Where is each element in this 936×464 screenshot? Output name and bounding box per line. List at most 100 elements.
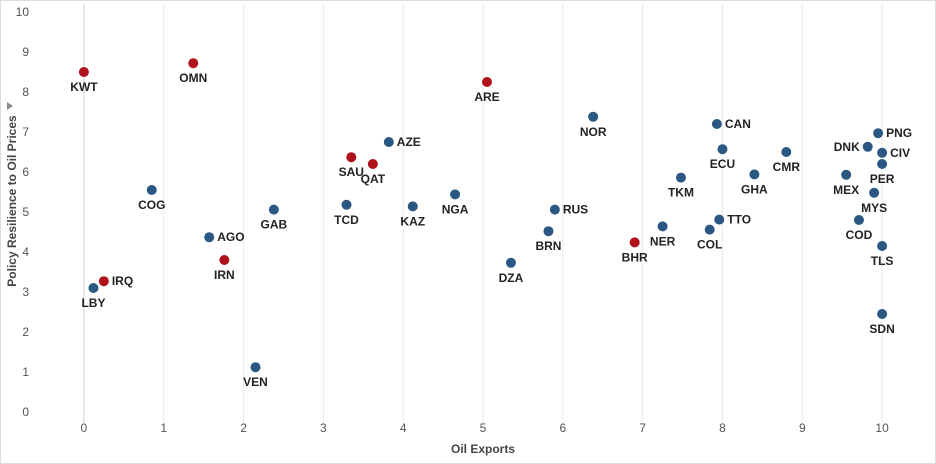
point-label: GHA [741,182,768,196]
data-point-cog[interactable]: COG [138,185,165,212]
point-marker[interactable] [877,241,888,251]
data-point-civ[interactable]: CIV [877,146,910,160]
data-point-ner[interactable]: NER [650,221,676,248]
point-marker[interactable] [629,237,640,248]
point-marker[interactable] [98,276,109,287]
point-label: CIV [890,146,910,160]
data-point-mys[interactable]: MYS [861,187,887,215]
data-point-ago[interactable]: AGO [204,230,245,244]
point-marker[interactable] [146,185,157,195]
data-point-gha[interactable]: GHA [741,169,768,196]
data-point-brn[interactable]: BRN [535,226,561,253]
data-point-are[interactable]: ARE [474,77,500,104]
point-marker[interactable] [749,169,760,180]
data-point-cod[interactable]: COD [846,215,873,242]
point-marker[interactable] [250,362,261,373]
data-point-ecu[interactable]: ECU [710,144,735,171]
data-point-png[interactable]: PNG [873,126,912,140]
point-marker[interactable] [219,255,230,265]
data-point-aze[interactable]: AZE [383,135,421,149]
point-label: NGA [442,202,469,216]
data-point-bhr[interactable]: BHR [622,237,648,264]
data-point-omn[interactable]: OMN [179,58,207,85]
point-marker[interactable] [88,283,99,293]
point-marker[interactable] [877,147,888,158]
data-point-dza[interactable]: DZA [499,257,524,285]
data-point-qat[interactable]: QAT [361,159,386,186]
x-tick-label: 4 [400,421,407,435]
axis-ticks: 0 1 2 3 4 5 6 7 8 9 10 0 1 2 3 4 5 6 7 8 9 10 [16,5,889,435]
data-point-kwt[interactable]: KWT [70,67,98,94]
data-point-irn[interactable]: IRN [214,255,235,282]
data-point-cmr[interactable]: CMR [773,147,801,174]
data-point-nga[interactable]: NGA [442,189,469,216]
data-point-ven[interactable]: VEN [243,362,268,389]
point-marker[interactable] [505,257,516,268]
point-marker[interactable] [675,172,686,183]
point-marker[interactable] [853,215,864,225]
point-marker[interactable] [450,189,461,200]
data-point-per[interactable]: PER [870,159,895,186]
data-point-gab[interactable]: GAB [261,204,288,232]
point-marker[interactable] [346,152,357,163]
point-marker[interactable] [714,214,725,225]
data-point-kaz[interactable]: KAZ [400,201,425,228]
data-point-dnk[interactable]: DNK [834,140,873,154]
point-label: COL [697,238,722,252]
point-marker[interactable] [877,309,888,319]
point-marker[interactable] [862,141,873,152]
point-marker[interactable] [543,226,554,237]
point-marker[interactable] [367,159,378,169]
x-tick-label: 0 [81,421,88,435]
y-axis-title: Policy Resilience to Oil Prices [5,115,19,287]
point-marker[interactable] [549,204,560,215]
point-marker[interactable] [481,77,492,87]
y-tick-label: 3 [22,285,29,299]
data-point-mex[interactable]: MEX [833,169,859,197]
point-marker[interactable] [711,119,722,129]
y-tick-label: 2 [22,325,29,339]
data-point-lby[interactable]: LBY [81,283,105,310]
data-point-can[interactable]: CAN [711,117,751,131]
data-point-sau[interactable]: SAU [339,152,364,179]
point-marker[interactable] [188,58,199,69]
data-point-tls[interactable]: TLS [871,241,894,268]
point-marker[interactable] [383,137,394,147]
point-marker[interactable] [407,201,418,212]
point-marker[interactable] [78,67,89,77]
sort-indicator-icon[interactable] [7,102,13,110]
data-point-rus[interactable]: RUS [549,203,588,217]
point-marker[interactable] [268,204,279,215]
point-label: NOR [580,125,607,139]
data-point-tcd[interactable]: TCD [334,199,359,227]
point-marker[interactable] [657,221,668,232]
y-tick-label: 0 [22,405,29,419]
point-label: SAU [339,165,364,179]
point-marker[interactable] [341,199,352,210]
point-marker[interactable] [717,144,728,155]
point-label: ECU [710,157,735,171]
data-point-nor[interactable]: NOR [580,111,607,139]
point-marker[interactable] [841,169,852,180]
data-point-tto[interactable]: TTO [714,213,751,227]
y-tick-label: 8 [22,85,29,99]
x-tick-label: 6 [559,421,566,435]
data-point-col[interactable]: COL [697,224,722,252]
data-point-tkm[interactable]: TKM [668,172,694,200]
data-point-irq[interactable]: IRQ [98,274,133,288]
point-marker[interactable] [869,187,880,198]
point-marker[interactable] [704,224,715,235]
point-label: AGO [217,230,244,244]
point-marker[interactable] [873,128,884,139]
point-label: TCD [334,213,359,227]
x-axis-title: Oil Exports [451,442,515,456]
data-point-sdn[interactable]: SDN [869,309,895,336]
point-marker[interactable] [877,159,888,169]
point-label: ARE [474,90,499,104]
point-marker[interactable] [588,111,599,122]
point-marker[interactable] [781,147,792,157]
grid [83,4,883,424]
point-marker[interactable] [204,232,215,243]
